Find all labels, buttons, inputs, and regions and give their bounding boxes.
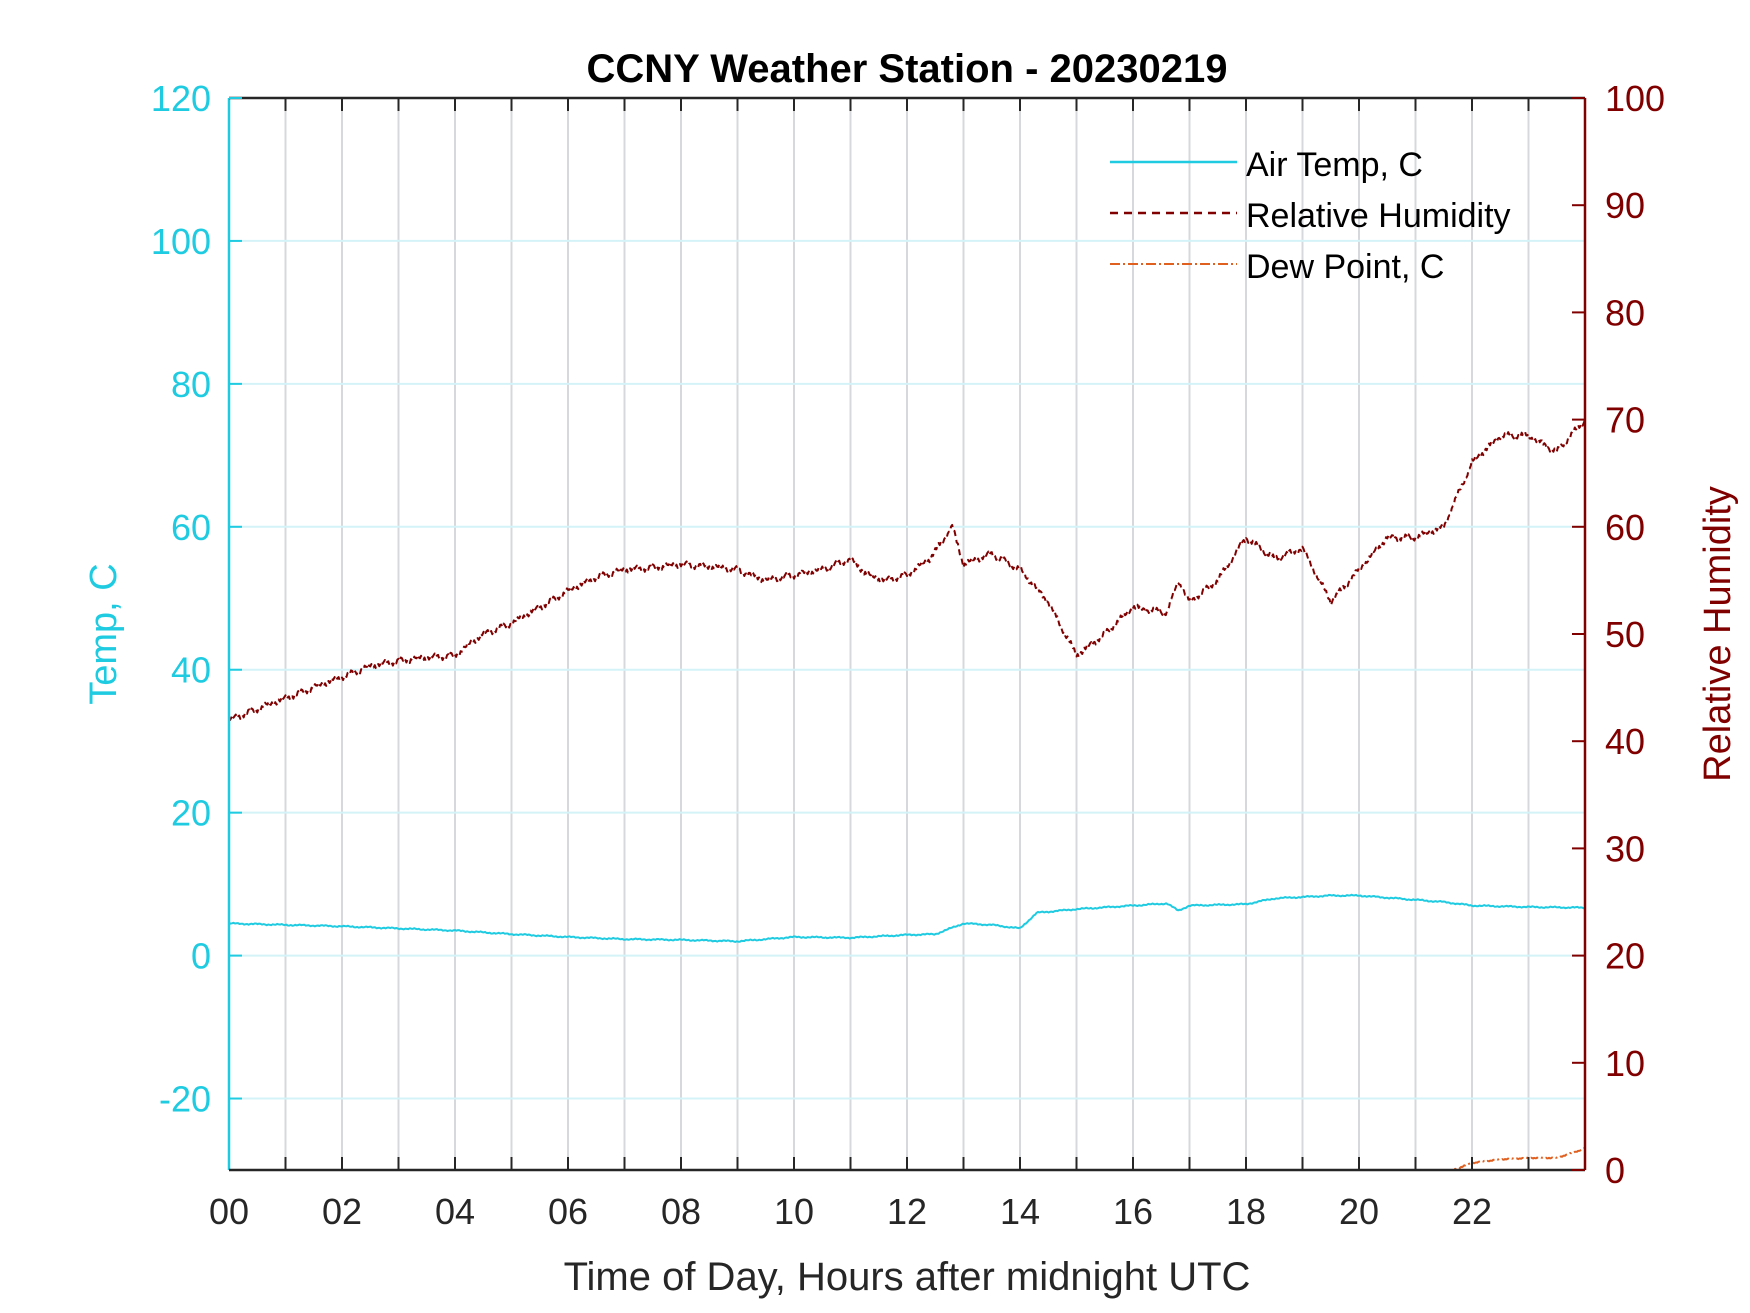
y-left-tick-label-40: 40 <box>171 650 211 691</box>
y-right-axis-label: Relative Humidity <box>1697 486 1739 782</box>
y-left-tick-label--20: -20 <box>159 1079 211 1120</box>
y-left-axis-label: Temp, C <box>83 563 125 704</box>
y-left-tick-label-80: 80 <box>171 364 211 405</box>
x-tick-label-18: 18 <box>1226 1191 1266 1232</box>
legend-label-relative-humidity: Relative Humidity <box>1246 197 1511 235</box>
grid <box>229 98 1585 1170</box>
y-right-tick-label-30: 30 <box>1605 828 1645 869</box>
x-tick-label-10: 10 <box>774 1191 814 1232</box>
y-right-tick-label-90: 90 <box>1605 185 1645 226</box>
y-right-tick-label-20: 20 <box>1605 936 1645 977</box>
series-relative-humidity <box>229 419 1585 721</box>
x-tick-label-04: 04 <box>435 1191 475 1232</box>
x-tick-label-16: 16 <box>1113 1191 1153 1232</box>
x-tick-label-12: 12 <box>887 1191 927 1232</box>
chart-title: CCNY Weather Station - 20230219 <box>587 47 1228 91</box>
x-tick-label-02: 02 <box>322 1191 362 1232</box>
y-right-tick-label-10: 10 <box>1605 1043 1645 1084</box>
x-tick-label-22: 22 <box>1452 1191 1492 1232</box>
y-right-tick-label-100: 100 <box>1605 78 1665 119</box>
x-tick-label-00: 00 <box>209 1191 249 1232</box>
y-right-tick-label-80: 80 <box>1605 292 1645 333</box>
legend-label-dew-point: Dew Point, C <box>1246 248 1444 286</box>
tick-labels: 00 02 04 06 08 10 12 14 16 18 20 22-200204060801001… <box>151 78 1665 1232</box>
y-left-tick-label-20: 20 <box>171 793 211 834</box>
legend: Air Temp, C Relative Humidity Dew Point,… <box>1110 146 1511 286</box>
y-left-tick-label-0: 0 <box>191 936 211 977</box>
series-air-temp <box>229 893 1585 943</box>
y-right-tick-label-70: 70 <box>1605 400 1645 441</box>
series-dew-point <box>1449 1147 1585 1170</box>
legend-label-air-temp: Air Temp, C <box>1246 146 1423 184</box>
y-left-tick-label-120: 120 <box>151 78 211 119</box>
axes <box>227 96 1587 1172</box>
x-axis-label: Time of Day, Hours after midnight UTC <box>564 1255 1251 1299</box>
x-tick-label-14: 14 <box>1000 1191 1040 1232</box>
x-tick-label-20: 20 <box>1339 1191 1379 1232</box>
y-right-tick-label-40: 40 <box>1605 721 1645 762</box>
y-right-tick-label-50: 50 <box>1605 614 1645 655</box>
y-right-tick-label-0: 0 <box>1605 1150 1625 1191</box>
series-layer <box>229 419 1585 1170</box>
x-tick-label-06: 06 <box>548 1191 588 1232</box>
y-right-tick-label-60: 60 <box>1605 507 1645 548</box>
y-left-tick-label-60: 60 <box>171 507 211 548</box>
x-tick-label-08: 08 <box>661 1191 701 1232</box>
y-left-tick-label-100: 100 <box>151 221 211 262</box>
